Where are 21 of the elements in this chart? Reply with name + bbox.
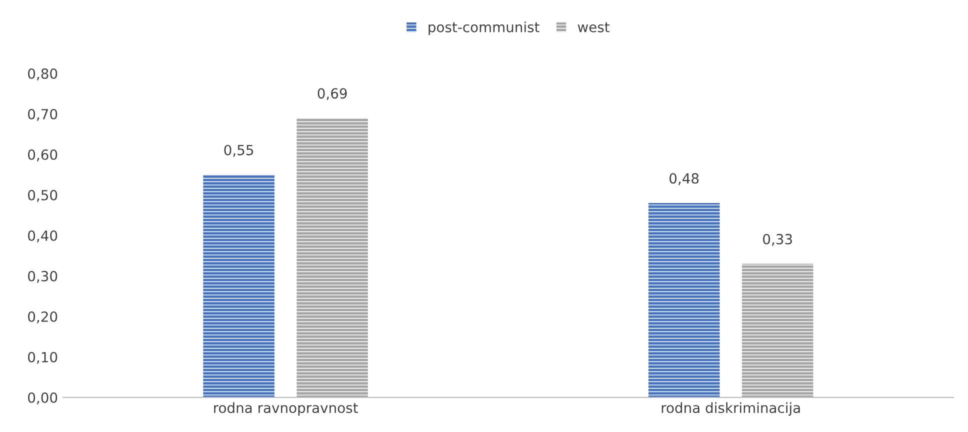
x-tick-label: rodna diskriminacija [662,402,800,416]
y-tick-label: 0,70 [28,108,58,121]
data-label: 0,55 [224,144,254,157]
y-tick-label: 0,80 [28,68,58,80]
legend-label: post-communist [428,22,540,36]
y-tick-label: 0,30 [28,270,58,283]
y-tick-label: 0,60 [28,149,58,162]
bar [203,174,274,398]
y-tick-label: 0,00 [28,392,58,404]
legend-label: west [578,22,610,32]
bar [742,264,814,398]
data-label: 0,33 [763,234,792,246]
y-tick-label: 0,10 [28,352,58,364]
bar [296,118,368,398]
y-tick-label: 0,20 [28,311,58,324]
y-tick-label: 0,50 [28,190,58,202]
data-label: 0,48 [670,173,699,186]
bar [648,203,720,398]
x-tick-label: rodna ravnopravnost [214,402,358,416]
y-tick-label: 0,40 [28,230,58,242]
data-label: 0,69 [318,88,347,100]
